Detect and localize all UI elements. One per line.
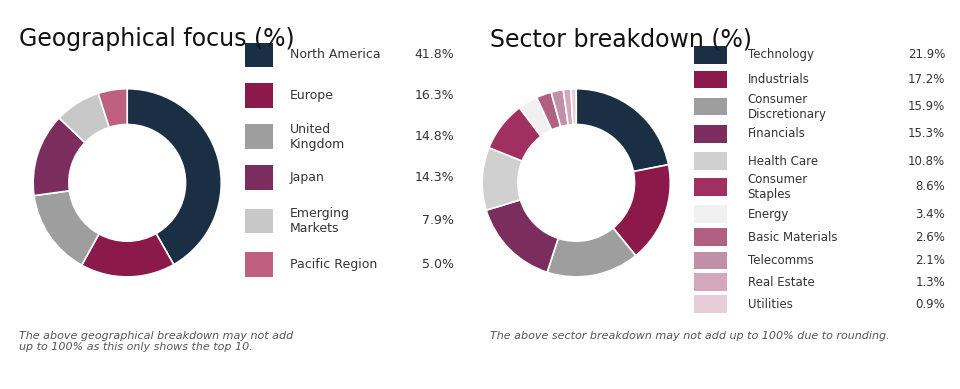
Text: 15.9%: 15.9% <box>908 100 946 113</box>
Text: 14.3%: 14.3% <box>415 171 454 184</box>
Text: Energy: Energy <box>748 208 789 221</box>
Wedge shape <box>34 118 85 196</box>
Text: Industrials: Industrials <box>748 73 809 86</box>
Text: 21.9%: 21.9% <box>908 48 946 61</box>
Wedge shape <box>127 89 221 265</box>
Text: 7.9%: 7.9% <box>422 214 454 228</box>
FancyBboxPatch shape <box>694 98 727 116</box>
FancyBboxPatch shape <box>694 273 727 291</box>
Text: 8.6%: 8.6% <box>916 180 946 193</box>
Wedge shape <box>82 233 174 277</box>
Text: Consumer
Staples: Consumer Staples <box>748 173 808 201</box>
FancyBboxPatch shape <box>245 124 273 149</box>
Text: Europe: Europe <box>290 89 333 102</box>
Text: Health Care: Health Care <box>748 154 818 168</box>
Wedge shape <box>98 89 127 127</box>
Text: The above sector breakdown may not add up to 100% due to rounding.: The above sector breakdown may not add u… <box>490 331 889 341</box>
Text: Pacific Region: Pacific Region <box>290 258 377 271</box>
FancyBboxPatch shape <box>245 43 273 67</box>
Text: North America: North America <box>290 48 380 61</box>
FancyBboxPatch shape <box>245 165 273 190</box>
Wedge shape <box>34 191 99 265</box>
Wedge shape <box>537 92 561 130</box>
Text: Technology: Technology <box>748 48 814 61</box>
Wedge shape <box>60 93 109 143</box>
Text: Consumer
Discretionary: Consumer Discretionary <box>748 93 827 121</box>
Wedge shape <box>613 165 670 256</box>
Text: Telecomms: Telecomms <box>748 254 813 267</box>
FancyBboxPatch shape <box>694 152 727 170</box>
Wedge shape <box>576 89 668 172</box>
Text: 16.3%: 16.3% <box>415 89 454 102</box>
Text: 2.6%: 2.6% <box>916 231 946 244</box>
Text: 15.3%: 15.3% <box>908 127 946 140</box>
Text: 17.2%: 17.2% <box>908 73 946 86</box>
Wedge shape <box>519 98 552 136</box>
Text: 10.8%: 10.8% <box>908 154 946 168</box>
FancyBboxPatch shape <box>694 295 727 313</box>
FancyBboxPatch shape <box>694 178 727 196</box>
Text: The above geographical breakdown may not add
up to 100% as this only shows the t: The above geographical breakdown may not… <box>19 331 294 352</box>
Wedge shape <box>547 228 636 277</box>
Text: Sector breakdown (%): Sector breakdown (%) <box>490 27 752 51</box>
Text: Real Estate: Real Estate <box>748 276 814 289</box>
FancyBboxPatch shape <box>245 252 273 277</box>
Text: United
Kingdom: United Kingdom <box>290 123 345 151</box>
FancyBboxPatch shape <box>694 125 727 143</box>
Text: Utilities: Utilities <box>748 298 793 310</box>
Text: Emerging
Markets: Emerging Markets <box>290 207 349 235</box>
Text: 1.3%: 1.3% <box>916 276 946 289</box>
FancyBboxPatch shape <box>694 70 727 88</box>
FancyBboxPatch shape <box>694 252 727 269</box>
Text: Geographical focus (%): Geographical focus (%) <box>19 27 295 51</box>
Text: 5.0%: 5.0% <box>422 258 454 271</box>
Wedge shape <box>551 89 568 126</box>
FancyBboxPatch shape <box>694 46 727 64</box>
Text: Financials: Financials <box>748 127 805 140</box>
FancyBboxPatch shape <box>694 205 727 223</box>
Text: 14.8%: 14.8% <box>415 130 454 143</box>
Text: 3.4%: 3.4% <box>916 208 946 221</box>
Wedge shape <box>571 89 576 124</box>
Text: Basic Materials: Basic Materials <box>748 231 837 244</box>
FancyBboxPatch shape <box>694 228 727 246</box>
Text: 2.1%: 2.1% <box>916 254 946 267</box>
Text: 0.9%: 0.9% <box>916 298 946 310</box>
Wedge shape <box>486 200 558 272</box>
Text: Japan: Japan <box>290 171 324 184</box>
Wedge shape <box>489 108 541 161</box>
Wedge shape <box>482 148 522 210</box>
Text: 41.8%: 41.8% <box>415 48 454 61</box>
FancyBboxPatch shape <box>245 84 273 108</box>
FancyBboxPatch shape <box>245 209 273 233</box>
Wedge shape <box>564 89 573 125</box>
